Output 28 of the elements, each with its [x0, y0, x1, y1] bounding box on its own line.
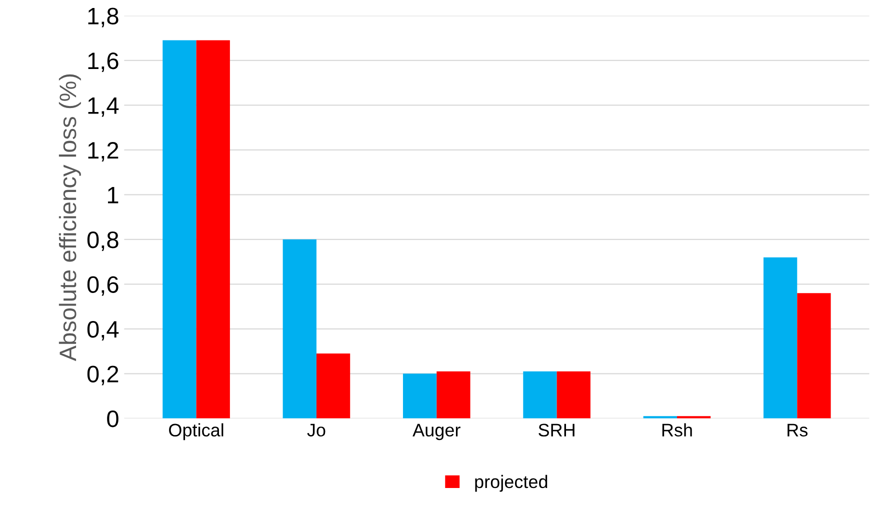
legend-label: projected [475, 474, 548, 492]
y-tick-label: 0,4 [87, 320, 119, 340]
bar [282, 239, 316, 418]
x-tick-label: Auger [412, 424, 460, 440]
y-tick-label: 0,6 [87, 276, 118, 296]
y-tick-label: 0 [107, 410, 118, 428]
y-tick-label: 1,6 [88, 52, 118, 72]
x-tick-label: Rsh [662, 423, 692, 437]
x-tick-label: Jo [307, 424, 326, 437]
y-tick-label: 1,8 [88, 8, 118, 28]
x-tick-label: Rs [788, 424, 808, 437]
bar [764, 257, 798, 418]
bar [523, 371, 557, 418]
y-axis-title: Absolute efficiency loss (%) [58, 74, 81, 362]
bar [402, 374, 437, 418]
y-tick-label: 0,2 [87, 366, 118, 386]
y-tick-label: 1,2 [88, 142, 118, 162]
bar [436, 371, 470, 418]
bar [797, 293, 831, 418]
y-tick-label: 1 [108, 186, 118, 204]
bar [316, 354, 350, 418]
bar [196, 40, 230, 418]
bar [162, 40, 196, 418]
x-tick-label: Optical [169, 423, 224, 440]
y-tick-label: 1,4 [88, 97, 119, 117]
y-tick-label: 0,8 [87, 231, 118, 251]
x-tick-label: SRH [538, 424, 574, 437]
bar [556, 371, 590, 418]
